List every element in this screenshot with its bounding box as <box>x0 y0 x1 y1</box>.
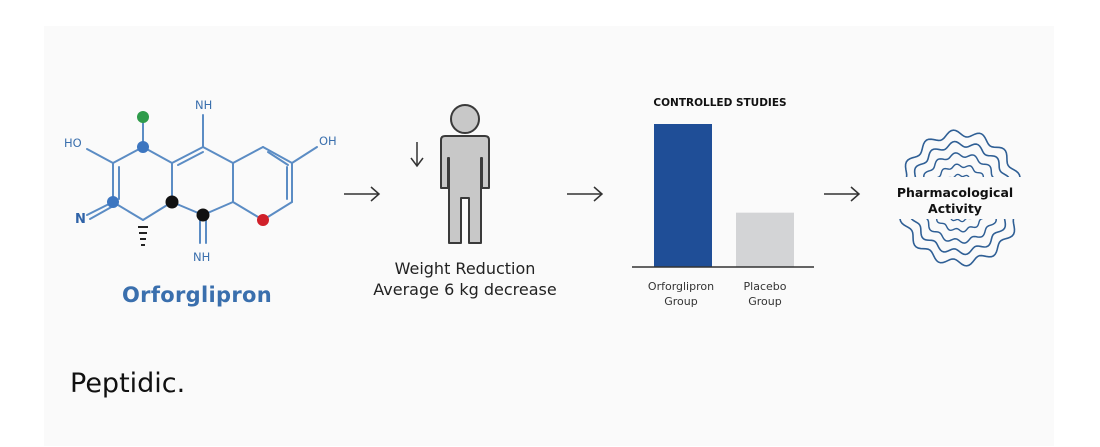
x-label-line: Group <box>664 295 698 308</box>
atom-dot-blue <box>137 141 149 153</box>
arrow-icon <box>824 186 861 202</box>
molecule-name: Orforglipron <box>122 283 272 307</box>
bar-chart <box>632 124 814 268</box>
atom-label-ho: HO <box>64 136 82 150</box>
arrow-icon <box>567 186 604 202</box>
bar-placebo <box>736 212 794 267</box>
weight-caption: Weight Reduction Average 6 kg decrease <box>355 258 575 300</box>
x-label-placebo: Placebo Group <box>710 279 820 309</box>
activity-label-line: Pharmacological <box>896 185 1014 200</box>
activity-waves-icon <box>896 129 1024 267</box>
person-icon <box>410 104 490 244</box>
atom-label-nh-top: NH <box>195 98 212 112</box>
atom-label-n: N <box>75 212 86 227</box>
atom-label-nh-bottom: NH <box>193 250 210 264</box>
atom-dot-black <box>196 208 210 222</box>
diagram-panel <box>44 26 1054 446</box>
x-label-line: Placebo <box>743 280 787 293</box>
x-label-line: Group <box>748 295 782 308</box>
atom-dot-green <box>137 111 149 123</box>
chart-title: CONTROLLED STUDIES <box>653 97 787 109</box>
x-label-line: Orforglipron <box>647 280 715 293</box>
down-arrow-icon <box>410 142 424 168</box>
x-label-orforglipron: Orforglipron Group <box>626 279 736 309</box>
bar-orforglipron <box>654 124 712 267</box>
caption-title: Weight Reduction <box>394 259 536 278</box>
atom-label-oh: OH <box>319 134 337 148</box>
atom-dot-blue <box>107 196 119 208</box>
atom-dot-red <box>257 214 269 226</box>
activity-label: Pharmacological Activity <box>885 185 1025 217</box>
molecule-structure: NH HO OH N NH <box>64 98 337 264</box>
brand-name: Peptidic. <box>70 368 186 399</box>
caption-subtitle: Average 6 kg decrease <box>373 280 557 299</box>
activity-label-line: Activity <box>928 201 982 216</box>
atom-dot-black <box>165 195 179 209</box>
arrow-icon <box>344 186 381 202</box>
